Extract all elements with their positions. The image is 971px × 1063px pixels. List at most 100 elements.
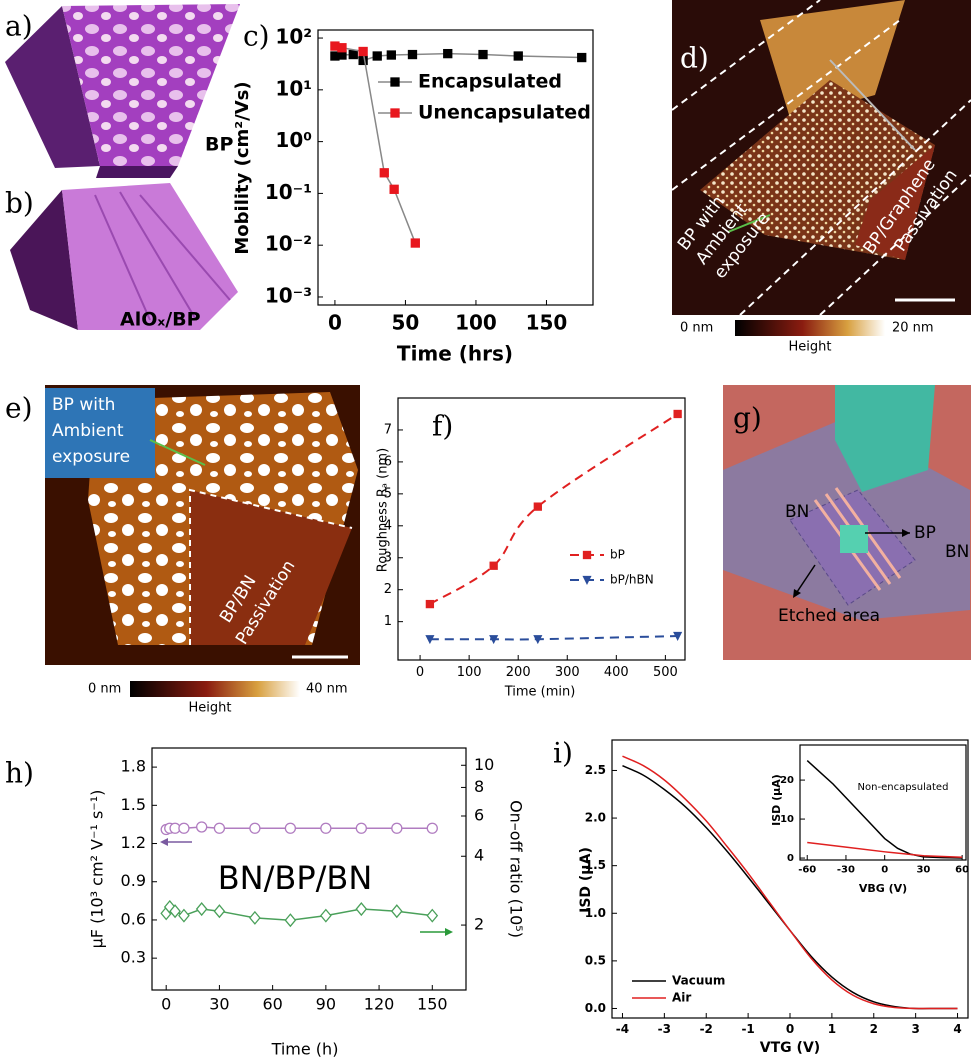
y-tick-label: 0.9: [121, 871, 146, 890]
marker: [197, 903, 207, 915]
marker: [359, 47, 367, 55]
y-axis-label: Mobility (cm²/Vs): [232, 81, 253, 254]
y-axis-label: ISD (μA): [770, 774, 783, 826]
y2-tick-label: 6: [474, 805, 484, 824]
x-tick-label: 500: [653, 665, 678, 680]
y-tick-label: 1.5: [121, 795, 146, 814]
marker: [444, 50, 452, 58]
marker: [179, 823, 189, 833]
image-label: AlOₓ/BP: [120, 309, 201, 331]
marker: [427, 823, 437, 833]
marker: [197, 822, 207, 832]
x-tick-label: 0: [881, 865, 888, 876]
y-tick-label: 1.8: [121, 757, 146, 776]
panel-label: h): [5, 757, 34, 790]
marker: [250, 912, 260, 924]
colorbar-title: Height: [789, 340, 832, 355]
marker: [321, 823, 331, 833]
marker: [674, 633, 681, 640]
marker: [380, 169, 388, 177]
marker: [578, 54, 586, 62]
y-axis-label: μF (10³ cm² V⁻¹ s⁻¹): [88, 790, 107, 949]
x-tick-label: 400: [604, 665, 629, 680]
x-tick-label: -2: [700, 1022, 713, 1036]
x-tick-label: 150: [526, 311, 568, 335]
marker: [674, 410, 681, 417]
marker: [214, 905, 224, 917]
marker: [214, 823, 224, 833]
x-tick-label: 90: [316, 995, 336, 1014]
y-tick-label: 10⁻¹: [265, 180, 312, 204]
marker: [408, 51, 416, 59]
y2-tick-label: 8: [474, 777, 484, 796]
panel-label: b): [5, 187, 34, 220]
marker: [534, 636, 541, 643]
y-axis-label: Roughness Rₐ (nm): [376, 448, 391, 572]
x-axis-label: Time (min): [504, 685, 576, 700]
x-tick-label: -1: [741, 1022, 754, 1036]
panel-label: a): [5, 10, 33, 43]
y-tick-label: 0.3: [121, 948, 146, 967]
y-tick-label: 7: [384, 422, 392, 437]
marker: [392, 823, 402, 833]
image-label: BP: [205, 134, 233, 156]
y2-axis-label: On–off ratio (10⁵): [507, 800, 526, 938]
marker: [391, 78, 399, 86]
legend-label: Encapsulated: [418, 71, 562, 93]
y-tick-label: 10⁰: [275, 128, 312, 152]
legend-label: Vacuum: [672, 974, 725, 988]
y2-tick-label: 4: [474, 846, 484, 865]
y2-tick-label: 2: [474, 915, 484, 934]
panel-label: d): [680, 42, 709, 75]
y-tick-label: 1.2: [121, 833, 146, 852]
panel-label: i): [553, 737, 573, 770]
marker: [490, 636, 497, 643]
x-tick-label: 0: [328, 311, 342, 335]
inset-background: [800, 745, 966, 860]
marker: [349, 51, 357, 59]
x-tick-label: 4: [953, 1022, 961, 1036]
x-tick-label: 60: [955, 865, 969, 876]
x-tick-label: 0: [416, 665, 424, 680]
x-tick-label: -60: [798, 865, 816, 876]
y-tick-label: 2: [384, 582, 392, 597]
colorbar-label: 0 nm: [680, 321, 713, 336]
marker: [392, 905, 402, 917]
legend-label: Unencapsulated: [418, 102, 591, 124]
marker: [321, 910, 331, 922]
marker: [514, 52, 522, 60]
series-line: [430, 636, 678, 639]
x-tick-label: 50: [392, 311, 420, 335]
y-tick-label: 2.5: [585, 763, 606, 777]
y-tick-label: 10²: [275, 25, 312, 49]
y-axis-label: ISD (μA): [578, 847, 594, 913]
marker: [285, 914, 295, 926]
marker: [285, 823, 295, 833]
image-label: BP with: [52, 395, 115, 415]
y-tick-label: 0.0: [585, 1001, 606, 1015]
colorbar-label: 20 nm: [892, 321, 934, 336]
x-tick-label: 100: [455, 311, 497, 335]
marker: [584, 577, 591, 584]
marker: [426, 636, 433, 643]
marker: [373, 52, 381, 60]
marker: [390, 185, 398, 193]
x-tick-label: 30: [916, 865, 930, 876]
panel-label: e): [5, 392, 33, 425]
x-tick-label: 200: [506, 665, 531, 680]
panel-label: g): [733, 402, 762, 435]
y2-tick-label: 10: [474, 755, 494, 774]
y-tick-label: 10⁻²: [265, 232, 312, 256]
legend-label: Air: [672, 991, 691, 1005]
colorbar-title: Height: [189, 701, 232, 716]
colorbar-label: 40 nm: [306, 682, 348, 697]
marker: [534, 503, 541, 510]
x-tick-label: -30: [837, 865, 855, 876]
marker: [490, 562, 497, 569]
x-axis-label: VBG (V): [859, 882, 907, 895]
marker: [356, 823, 366, 833]
colorbar-label: 0 nm: [88, 682, 121, 697]
marker: [250, 823, 260, 833]
x-tick-label: 150: [417, 995, 448, 1014]
marker: [338, 44, 346, 52]
